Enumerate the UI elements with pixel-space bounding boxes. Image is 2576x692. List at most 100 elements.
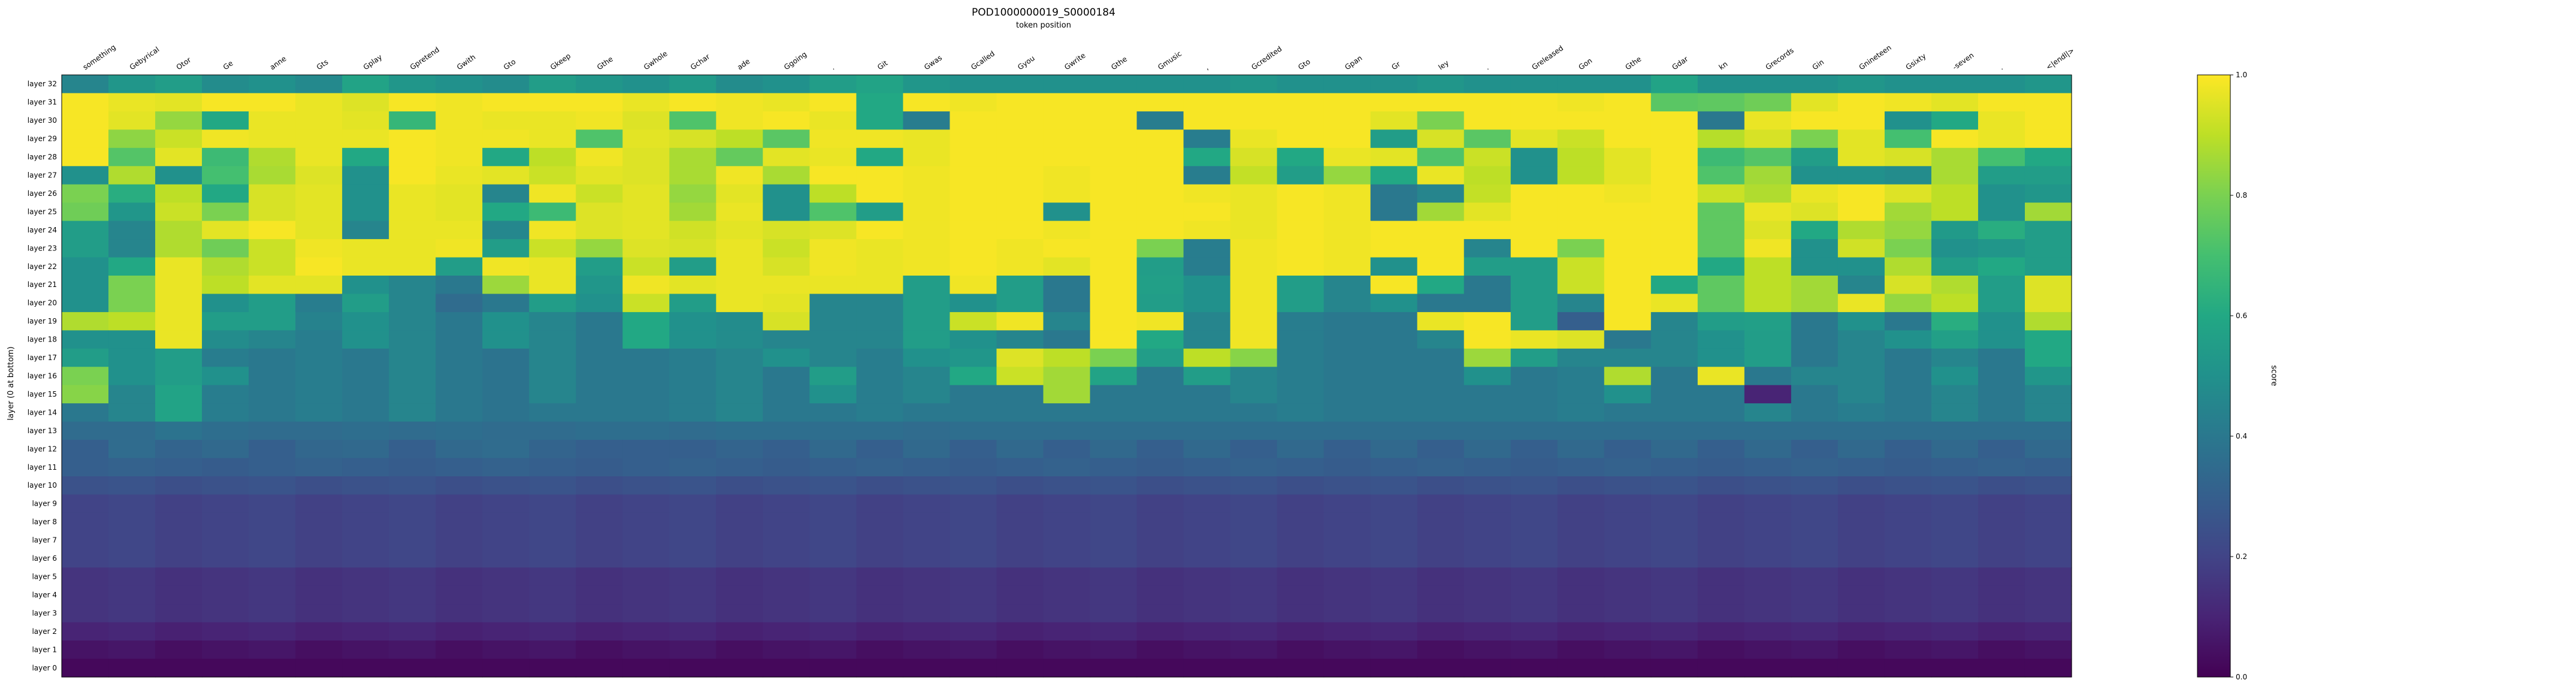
heatmap-cell (1744, 421, 1792, 440)
heatmap-cell (1090, 166, 1138, 185)
heatmap-cell (669, 239, 716, 258)
heatmap-cell (1510, 421, 1558, 440)
heatmap-cell (2024, 239, 2072, 258)
heatmap-cell (1884, 147, 1932, 167)
heatmap-cell (389, 421, 436, 440)
heatmap-cell (1230, 93, 1278, 112)
heatmap-cell (1931, 622, 1979, 641)
heatmap-cell (436, 421, 483, 440)
heatmap-cell (249, 93, 296, 112)
heatmap-cell (763, 166, 810, 185)
heatmap-cell (950, 276, 997, 295)
heatmap-cell (903, 184, 951, 203)
heatmap-cell (1604, 220, 1652, 240)
heatmap-cell (1417, 658, 1465, 678)
heatmap-cell (2024, 276, 2072, 295)
heatmap-cell (1183, 512, 1231, 531)
heatmap-cell (1931, 640, 1979, 660)
heatmap-cell (1837, 585, 1885, 605)
heatmap-cell (716, 440, 763, 459)
heatmap-cell (1931, 549, 1979, 568)
heatmap-cell (856, 385, 904, 404)
heatmap-cell (716, 640, 763, 660)
heatmap-cell (996, 367, 1044, 386)
heatmap-cell (1043, 75, 1091, 94)
heatmap-cell (295, 367, 343, 386)
heatmap-cell (1370, 294, 1418, 313)
heatmap-cell (1931, 294, 1979, 313)
heatmap-cell (763, 658, 810, 678)
heatmap-cell (1230, 348, 1278, 367)
x-tick-label: Gchar (689, 52, 711, 71)
heatmap-cell (809, 220, 857, 240)
heatmap-cell (295, 440, 343, 459)
heatmap-cell (1791, 276, 1839, 295)
heatmap-cell (716, 203, 763, 222)
heatmap-cell (1884, 129, 1932, 149)
heatmap-cell (1837, 203, 1885, 222)
heatmap-cell (1697, 184, 1745, 203)
heatmap-cell (295, 129, 343, 149)
heatmap-cell (856, 147, 904, 167)
heatmap-cell (1697, 549, 1745, 568)
heatmap-cell (1323, 111, 1371, 130)
heatmap-cell (716, 184, 763, 203)
heatmap-cell (202, 312, 249, 331)
heatmap-cell (436, 93, 483, 112)
heatmap-cell (342, 294, 389, 313)
heatmap-cell (716, 166, 763, 185)
heatmap-cell (1323, 476, 1371, 495)
heatmap-cell (155, 403, 202, 422)
heatmap-cell (950, 549, 997, 568)
y-axis-label: layer (0 at bottom) (7, 346, 16, 421)
heatmap-cell (1744, 147, 1792, 167)
heatmap-cell (1744, 403, 1792, 422)
heatmap-cell (1183, 531, 1231, 550)
heatmap-cell (996, 75, 1044, 94)
heatmap-cell (1744, 512, 1792, 531)
y-tick-label: layer 0 (32, 664, 57, 672)
heatmap-cell (1557, 476, 1605, 495)
heatmap-cell (529, 421, 576, 440)
heatmap-cell (1510, 567, 1558, 587)
heatmap-cell (1464, 312, 1511, 331)
heatmap-cell (295, 93, 343, 112)
heatmap-cell (903, 640, 951, 660)
heatmap-cell (809, 403, 857, 422)
heatmap-cell (529, 348, 576, 367)
heatmap-cell (1837, 348, 1885, 367)
heatmap-cell (1650, 294, 1698, 313)
heatmap-cell (202, 585, 249, 605)
heatmap-cell (202, 604, 249, 623)
heatmap-cell (903, 93, 951, 112)
heatmap-cell (1884, 476, 1932, 495)
heatmap-cells (62, 75, 2072, 678)
heatmap-cell (622, 257, 670, 276)
heatmap-cell (1183, 585, 1231, 605)
heatmap-cell (1417, 476, 1465, 495)
heatmap-cell (1090, 93, 1138, 112)
heatmap-cell (576, 421, 623, 440)
heatmap-cell (809, 458, 857, 477)
heatmap-cell (155, 658, 202, 678)
heatmap-cell (856, 567, 904, 587)
heatmap-cell (1978, 330, 2025, 349)
heatmap-cell (482, 458, 530, 477)
heatmap-cell (1557, 239, 1605, 258)
heatmap-cell (482, 220, 530, 240)
heatmap-cell (1183, 476, 1231, 495)
heatmap-cell (1604, 312, 1652, 331)
heatmap-cell (996, 622, 1044, 641)
heatmap-cell (1650, 531, 1698, 550)
heatmap-cell (436, 622, 483, 641)
heatmap-cell (669, 75, 716, 94)
heatmap-cell (1323, 330, 1371, 349)
heatmap-cell (1650, 367, 1698, 386)
heatmap-cell (342, 567, 389, 587)
heatmap-cell (622, 203, 670, 222)
heatmap-cell (716, 658, 763, 678)
heatmap-cell (950, 440, 997, 459)
heatmap-cell (950, 184, 997, 203)
heatmap-cell (1604, 276, 1652, 295)
heatmap-cell (1884, 75, 1932, 94)
